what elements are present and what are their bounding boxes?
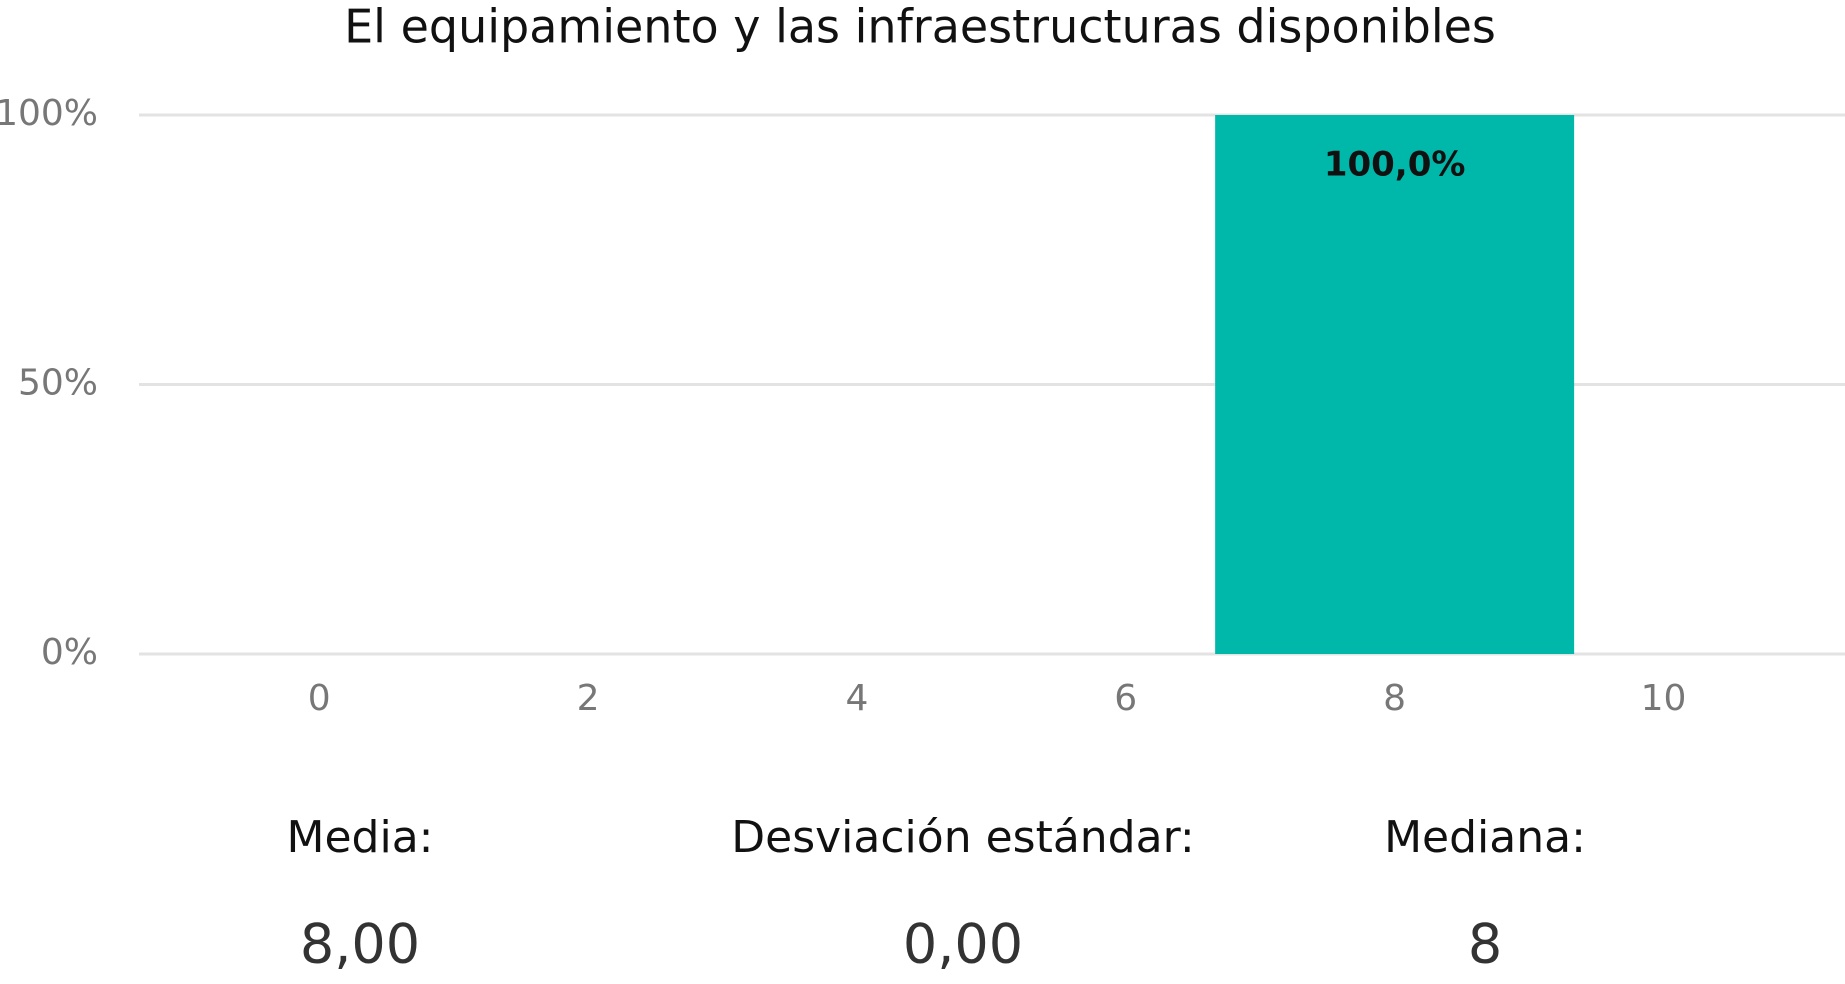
stat-value: 0,00 <box>903 913 1023 976</box>
y-tick-label: 100% <box>0 93 98 134</box>
x-tick-label: 2 <box>577 678 600 719</box>
chart-title: El equipamiento y las infraestructuras d… <box>344 0 1496 54</box>
stat-label: Desviación estándar: <box>731 812 1194 863</box>
x-tick-label: 6 <box>1114 678 1137 719</box>
stat-label: Mediana: <box>1384 812 1586 863</box>
x-tick-label: 0 <box>308 678 331 719</box>
x-tick-label: 8 <box>1383 678 1406 719</box>
stat-value: 8 <box>1468 913 1502 976</box>
stat-value: 8,00 <box>300 913 420 976</box>
bar-label: 100,0% <box>1324 145 1466 185</box>
stat-label: Media: <box>287 812 434 863</box>
bar <box>1215 115 1575 654</box>
x-tick-label: 10 <box>1641 678 1687 719</box>
y-tick-label: 50% <box>18 363 98 404</box>
y-tick-label: 0% <box>41 632 98 673</box>
x-tick-label: 4 <box>845 678 868 719</box>
